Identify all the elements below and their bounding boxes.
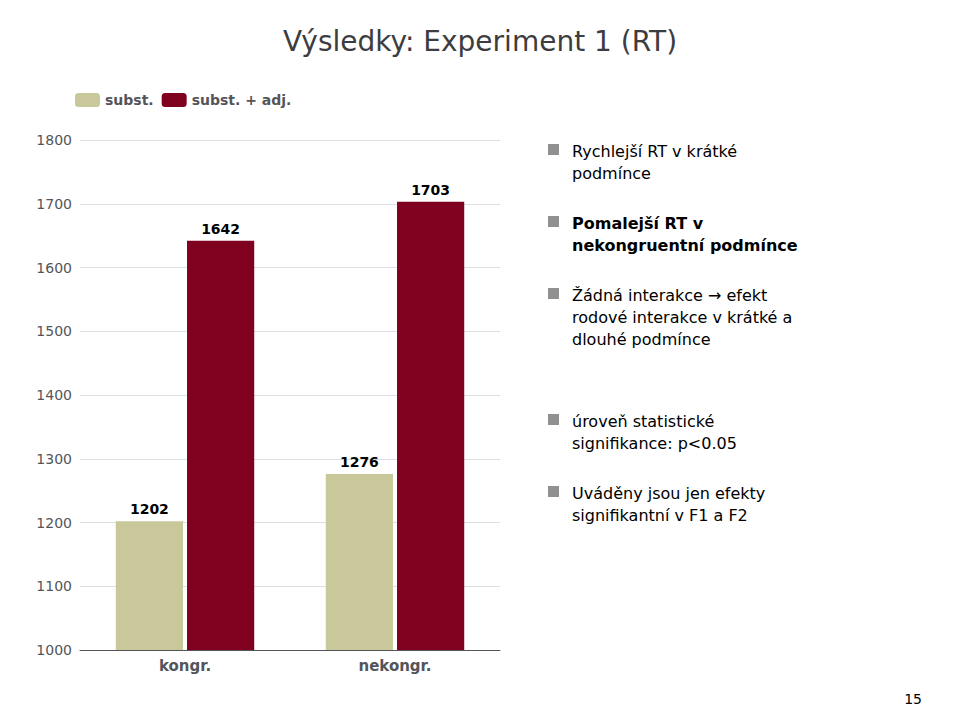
svg-text:signifikance: p<0.05: signifikance: p<0.05	[572, 434, 737, 453]
svg-text:subst.: subst.	[105, 92, 154, 108]
svg-text:subst. + adj.: subst. + adj.	[192, 92, 292, 108]
svg-text:nekongruentní podmínce: nekongruentní podmínce	[572, 236, 798, 255]
svg-text:podmínce: podmínce	[572, 164, 651, 183]
svg-text:Uváděny jsou jen efekty: Uváděny jsou jen efekty	[572, 484, 765, 503]
svg-text:Rychlejší RT v krátké: Rychlejší RT v krátké	[572, 142, 737, 161]
svg-text:úroveň statistické: úroveň statistické	[572, 412, 714, 431]
svg-text:1200: 1200	[36, 515, 72, 531]
svg-text:1100: 1100	[36, 578, 72, 594]
svg-text:1700: 1700	[36, 196, 72, 212]
svg-text:1703: 1703	[411, 182, 450, 198]
svg-text:signifikantní v F1 a F2: signifikantní v F1 a F2	[572, 506, 748, 525]
svg-text:1300: 1300	[36, 451, 72, 467]
svg-text:rodové interakce v krátké a: rodové interakce v krátké a	[572, 308, 792, 327]
svg-text:1202: 1202	[130, 501, 169, 517]
svg-text:Výsledky: Experiment 1 (RT): Výsledky: Experiment 1 (RT)	[283, 25, 677, 58]
svg-text:1276: 1276	[340, 454, 379, 470]
svg-text:1000: 1000	[36, 642, 72, 658]
svg-text:1800: 1800	[36, 132, 72, 148]
svg-text:kongr.: kongr.	[159, 657, 211, 675]
svg-text:1400: 1400	[36, 387, 72, 403]
svg-text:Žádná interakce → efekt: Žádná interakce → efekt	[572, 286, 767, 305]
svg-text:1500: 1500	[36, 323, 72, 339]
svg-text:15: 15	[904, 691, 922, 707]
svg-text:Pomalejší RT v: Pomalejší RT v	[572, 214, 704, 233]
svg-text:nekongr.: nekongr.	[358, 657, 431, 675]
svg-text:dlouhé podmínce: dlouhé podmínce	[572, 330, 711, 349]
svg-text:1600: 1600	[36, 260, 72, 276]
svg-text:1642: 1642	[201, 221, 240, 237]
